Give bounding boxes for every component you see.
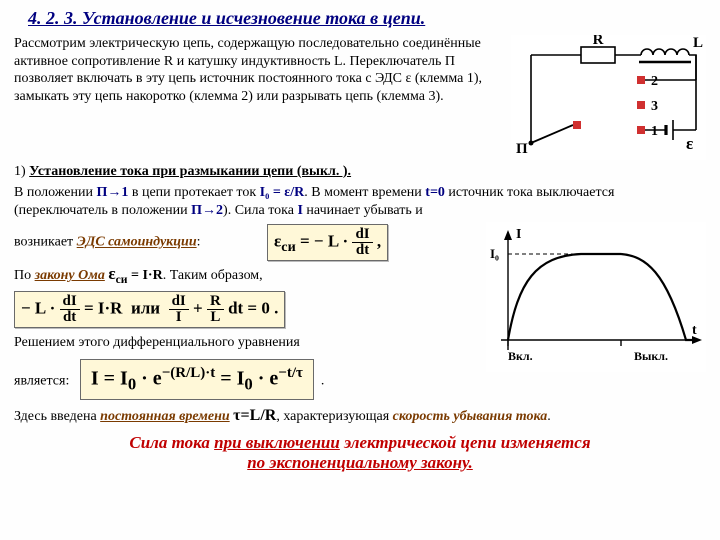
svg-text:Выкл.: Выкл. (634, 349, 668, 363)
t: t=0 (425, 185, 448, 200)
svg-text:R: R (593, 35, 604, 48)
t: . Таким образом, (163, 268, 263, 283)
t: при выключении (214, 433, 340, 452)
svg-text:1: 1 (651, 124, 658, 139)
t: ЭДС самоиндукции (77, 235, 197, 250)
t: постоянная времени (100, 409, 229, 424)
formula-solution: I = I0 · e−(R/L)·t = I0 · e−t/τ (80, 359, 314, 400)
t: ε (108, 264, 115, 283)
svg-text:2: 2 (651, 74, 658, 89)
t: В положении (14, 185, 96, 200)
t: начинает убывать и (303, 203, 423, 218)
sub-title: Установление тока при размыкании цепи (в… (29, 164, 351, 179)
paragraph-4: Решением этого дифференциального уравнен… (14, 334, 478, 352)
t: I₀ = ε/R (260, 185, 305, 200)
subsection-1: 1) Установление тока при размыкании цепи… (14, 164, 706, 180)
t: По (14, 268, 35, 283)
t: в цепи протекает ток (128, 185, 259, 200)
conclusion: Сила тока при выключении электрической ц… (14, 433, 706, 473)
formula-de-row: − L · dIdt = I·R или dII + RL dt = 0 . (14, 291, 478, 328)
t: является: (14, 373, 69, 388)
circuit-diagram: R L ε П 1 3 2 (511, 35, 706, 160)
svg-text:Вкл.: Вкл. (508, 349, 533, 363)
formula-self-induction: εси = − L · dIdt , (267, 224, 388, 261)
t: возникает (14, 235, 77, 250)
paragraph-5: является: I = I0 · e−(R/L)·t = I0 · e−t/… (14, 359, 478, 400)
svg-text:L: L (693, 35, 703, 51)
tau-formula: τ=L/R (233, 407, 276, 424)
t: си (116, 273, 128, 286)
t: . В момент времени (304, 185, 425, 200)
t: электрической цепи изменяется (340, 433, 591, 452)
paragraph-3: По закону Ома εси = I·R. Таким образом, (14, 263, 478, 287)
t: , характеризующая (276, 409, 392, 424)
sub-num: 1) (14, 164, 26, 179)
paragraph-2: возникает ЭДС самоиндукции: εси = − L · … (14, 224, 478, 261)
t: П→1 (96, 185, 128, 200)
svg-text:I: I (516, 227, 521, 242)
section-number: 4. 2. 3. (28, 8, 78, 28)
svg-text:ε: ε (686, 134, 693, 153)
intro-paragraph: Рассмотрим электрическую цепь, содержащу… (14, 35, 503, 160)
t: П→2 (191, 203, 223, 218)
t: : (197, 235, 201, 250)
t: = I·R (128, 268, 163, 283)
t: по экспоненциальному закону. (247, 453, 473, 472)
current-graph: I t I₀ Вкл. Выкл. (486, 222, 706, 372)
t: скорость убывания тока (393, 409, 548, 424)
svg-text:t: t (692, 323, 697, 338)
svg-text:П: П (516, 141, 528, 157)
t: Сила тока (129, 433, 214, 452)
svg-text:3: 3 (651, 99, 658, 114)
t: ). Сила тока (223, 203, 297, 218)
t: закону Ома (35, 268, 105, 283)
svg-text:I₀: I₀ (490, 246, 499, 261)
t: Здесь введена (14, 409, 100, 424)
paragraph-6: Здесь введена постоянная времени τ=L/R, … (14, 406, 706, 427)
section-title: Установление и исчезновение тока в цепи. (82, 8, 425, 28)
paragraph-1: В положении П→1 в цепи протекает ток I₀ … (14, 184, 706, 220)
formula-de: − L · dIdt = I·R или dII + RL dt = 0 . (14, 291, 285, 328)
